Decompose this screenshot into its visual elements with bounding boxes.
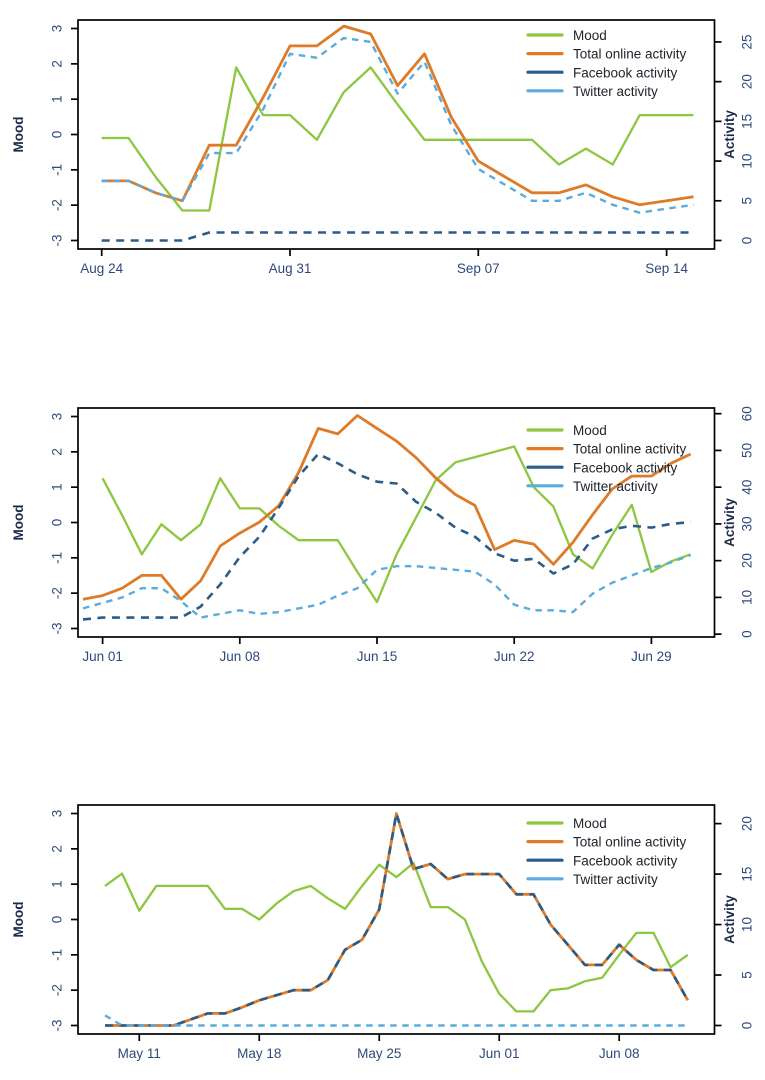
- mood-axis-tick-label: -2: [50, 984, 65, 996]
- mood-axis-tick-label: -3: [50, 622, 65, 634]
- activity-axis-tick-label: 50: [740, 443, 755, 458]
- x-axis-tick-label: Aug 31: [269, 261, 312, 276]
- facebook-series-line: [101, 231, 694, 242]
- mood-axis-tick-label: -3: [50, 234, 65, 246]
- legend-label-twitter: Twitter activity: [573, 479, 658, 494]
- x-axis-tick-label: Sep 14: [645, 261, 688, 276]
- mood-axis-tick-label: 0: [50, 519, 65, 527]
- twitter-series-line: [82, 553, 692, 619]
- mood-axis-tick-label: 2: [50, 60, 65, 68]
- mood-axis-title: Mood: [11, 902, 26, 938]
- activity-axis-tick-label: 20: [740, 74, 755, 89]
- activity-axis-tick-label: 30: [740, 516, 755, 531]
- activity-axis-tick-label: 5: [740, 197, 755, 205]
- total-series-line: [82, 414, 692, 601]
- activity-axis-tick-label: 0: [740, 1022, 755, 1030]
- mood-axis-tick-label: 2: [50, 448, 65, 456]
- legend-label-total: Total online activity: [573, 47, 687, 62]
- mood-axis-title: Mood: [11, 117, 26, 153]
- x-axis-tick-label: Jun 22: [494, 649, 535, 664]
- legend-label-facebook: Facebook activity: [573, 65, 678, 80]
- twitter-series-line: [104, 1014, 688, 1027]
- legend-label-mood: Mood: [573, 28, 607, 43]
- mood-axis-tick-label: -1: [50, 949, 65, 961]
- mood-axis-tick-label: -2: [50, 587, 65, 599]
- activity-axis-tick-label: 10: [740, 154, 755, 169]
- x-axis-tick-label: May 11: [118, 1046, 161, 1061]
- x-axis-tick-label: Jun 01: [479, 1046, 520, 1061]
- mood-axis-title: Mood: [11, 505, 26, 541]
- legend-label-twitter: Twitter activity: [573, 84, 658, 99]
- mood-axis-tick-label: 2: [50, 845, 65, 853]
- mood-axis-tick-label: -2: [50, 199, 65, 211]
- total-series-line: [101, 24, 694, 207]
- activity-axis-tick-label: 15: [740, 114, 755, 129]
- mood-axis-tick-label: -3: [50, 1019, 65, 1031]
- mood-axis-tick-label: 3: [50, 413, 65, 421]
- mood-series-line: [104, 861, 689, 1013]
- activity-axis-tick-label: 60: [740, 406, 755, 421]
- activity-axis-tick-label: 40: [740, 480, 755, 495]
- legend-label-total: Total online activity: [573, 442, 687, 457]
- chart-june-canvas: Jun 01 Jun 08 Jun 15 Jun 22 Jun 293210-1-2-3…: [11, 406, 755, 664]
- x-axis-tick-label: Jun 08: [220, 649, 261, 664]
- facebook-series-line: [82, 452, 691, 621]
- x-axis-tick-label: May 25: [357, 1046, 401, 1061]
- activity-axis-tick-label: 10: [740, 917, 755, 932]
- activity-axis-tick-label: 0: [740, 237, 755, 245]
- x-axis-tick-label: Jun 15: [357, 649, 398, 664]
- chart-may-canvas: May 11 May 18 May 25 Jun 01 Jun 083210-1-2-3…: [11, 804, 755, 1061]
- chart-june-mood-activity: Jun 01 Jun 08 Jun 15 Jun 22 Jun 29 3 2 1 0 -1 -2 -3…: [0, 388, 765, 688]
- activity-axis-tick-label: 15: [740, 867, 755, 882]
- mood-axis-tick-label: 1: [50, 880, 65, 888]
- activity-axis-title: Activity: [722, 498, 737, 547]
- mood-series-line: [101, 66, 694, 212]
- legend-label-mood: Mood: [573, 816, 607, 831]
- mood-axis-tick-label: -1: [50, 552, 65, 564]
- legend-label-facebook: Facebook activity: [573, 460, 678, 475]
- x-axis-tick-label: May 18: [237, 1046, 281, 1061]
- legend-label-twitter: Twitter activity: [573, 872, 658, 887]
- activity-axis-title: Activity: [722, 110, 737, 159]
- legend-label-total: Total online activity: [573, 835, 687, 850]
- mood-axis-tick-label: -1: [50, 164, 65, 176]
- mood-axis-tick-label: 1: [50, 483, 65, 491]
- x-axis-tick-label: Jun 01: [82, 649, 123, 664]
- mood-series-line: [101, 445, 691, 604]
- mood-axis-tick-label: 0: [50, 916, 65, 924]
- x-axis-tick-label: Aug 24: [80, 261, 123, 276]
- chart-august-canvas: Aug 24 Aug 31 Sep 07 Sep 143210-1-2-3252015…: [11, 19, 755, 276]
- activity-axis-tick-label: 25: [740, 34, 755, 49]
- mood-axis-tick-label: 3: [50, 25, 65, 33]
- total-series-line: [105, 812, 690, 1027]
- activity-axis-title: Activity: [722, 895, 737, 944]
- activity-axis-tick-label: 10: [740, 590, 755, 605]
- mood-axis-tick-label: 1: [50, 95, 65, 103]
- legend-label-facebook: Facebook activity: [573, 853, 678, 868]
- twitter-series-line: [101, 36, 694, 214]
- chart-may-mood-activity: May 11 May 18 May 25 Jun 01 Jun 08 3 2 1 0 -1 -2 -3…: [0, 785, 765, 1080]
- legend-label-mood: Mood: [573, 423, 607, 438]
- activity-axis-tick-label: 5: [740, 971, 755, 979]
- x-axis-tick-label: Sep 07: [457, 261, 500, 276]
- mood-axis-tick-label: 3: [50, 810, 65, 818]
- chart-august-mood-activity: Aug 24 Aug 31 Sep 07 Sep 14 3 2 1 0 -1 -2 -3 25 20 15…: [0, 0, 765, 300]
- x-axis-tick-label: Jun 08: [599, 1046, 640, 1061]
- activity-axis-tick-label: 20: [740, 816, 755, 831]
- activity-axis-tick-label: 20: [740, 553, 755, 568]
- mood-axis-tick-label: 0: [50, 131, 65, 139]
- x-axis-tick-label: Jun 29: [631, 649, 672, 664]
- activity-axis-tick-label: 0: [740, 630, 755, 638]
